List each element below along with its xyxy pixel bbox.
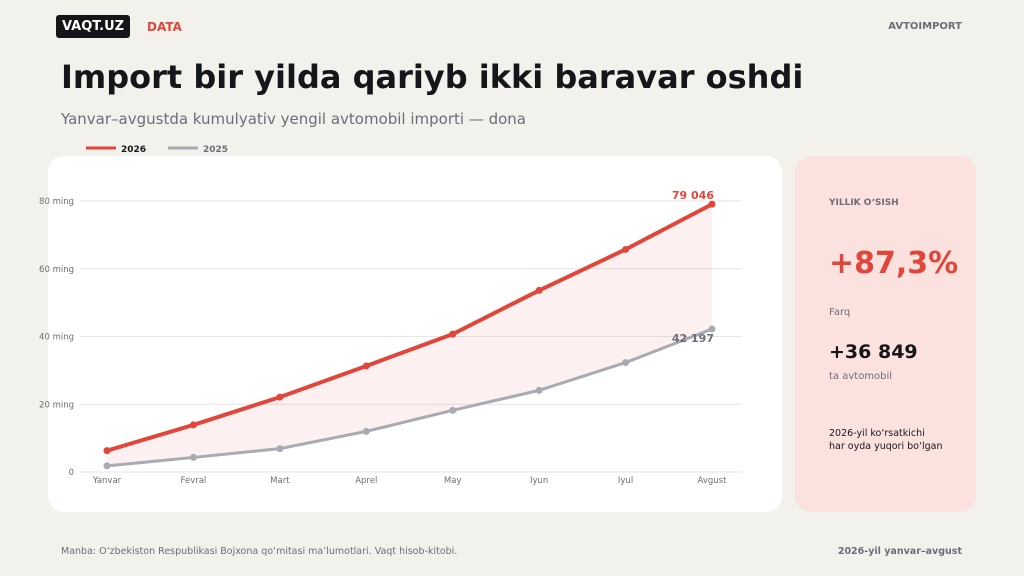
data-point — [622, 359, 630, 367]
diff: +36 849 — [829, 341, 918, 363]
subtitle: Yanvar–avgustda kumulyativ yengil avtomo… — [61, 110, 526, 128]
note: 2026-yil ko‘rsatkichi — [829, 428, 925, 439]
note: har oyda yuqori bo‘lgan — [829, 441, 943, 452]
brand: VAQT.UZ — [56, 15, 131, 38]
x-tick-label: Yanvar — [92, 476, 122, 486]
series-line — [106, 327, 713, 468]
source: Manba: O‘zbekiston Respublikasi Bojxona … — [61, 546, 458, 557]
data-point — [449, 406, 457, 414]
y-tick-label: 20 ming — [39, 400, 74, 410]
side-value: +87,3% — [829, 246, 959, 281]
data-point — [276, 445, 284, 453]
tag: AVTOIMPORT — [888, 21, 962, 32]
data-point — [103, 447, 111, 455]
x-tick-label: Mart — [270, 476, 290, 486]
data-point — [535, 386, 543, 394]
data-point — [276, 393, 284, 401]
y-tick-label: 40 ming — [39, 333, 74, 343]
data-point — [708, 200, 716, 208]
value-label: 42 197 — [672, 332, 714, 345]
side-label: YILLIK O‘SISH — [829, 198, 899, 208]
chart-card — [48, 156, 782, 512]
diff-unit: ta avtomobil — [829, 371, 893, 382]
data-point — [189, 421, 197, 429]
series-line — [106, 202, 713, 453]
title: Import bir yilda qariyb ikki baravar osh… — [61, 58, 804, 96]
data-point — [622, 245, 630, 253]
x-tick-label: May — [444, 476, 462, 486]
legend-label: 2026 — [121, 145, 146, 155]
value-label: 79 046 — [672, 189, 714, 202]
data-point — [449, 330, 457, 338]
x-tick-label: Fevral — [181, 476, 207, 486]
data-point — [362, 362, 370, 370]
x-tick-label: Iyun — [530, 476, 548, 486]
side-panel: YILLIK O‘SISH +87,3% Farq +36 849 ta avt… — [795, 156, 976, 512]
data-point — [535, 286, 543, 294]
gap-area — [107, 204, 712, 466]
period: 2026-yil yanvar–avgust — [837, 546, 962, 557]
data-point — [362, 427, 370, 435]
data-point — [189, 453, 197, 461]
y-tick-label: 60 ming — [39, 265, 74, 275]
data-point — [708, 325, 716, 333]
y-tick-label: 0 — [69, 468, 74, 478]
x-tick-label: Avgust — [698, 476, 728, 486]
y-tick-label: 80 ming — [39, 197, 74, 207]
section: DATA — [147, 20, 182, 34]
diff-label: Farq — [829, 307, 851, 318]
x-tick-label: Aprel — [355, 476, 377, 486]
legend-label: 2025 — [203, 145, 228, 155]
x-tick-label: Iyul — [618, 476, 633, 486]
data-point — [103, 462, 111, 470]
